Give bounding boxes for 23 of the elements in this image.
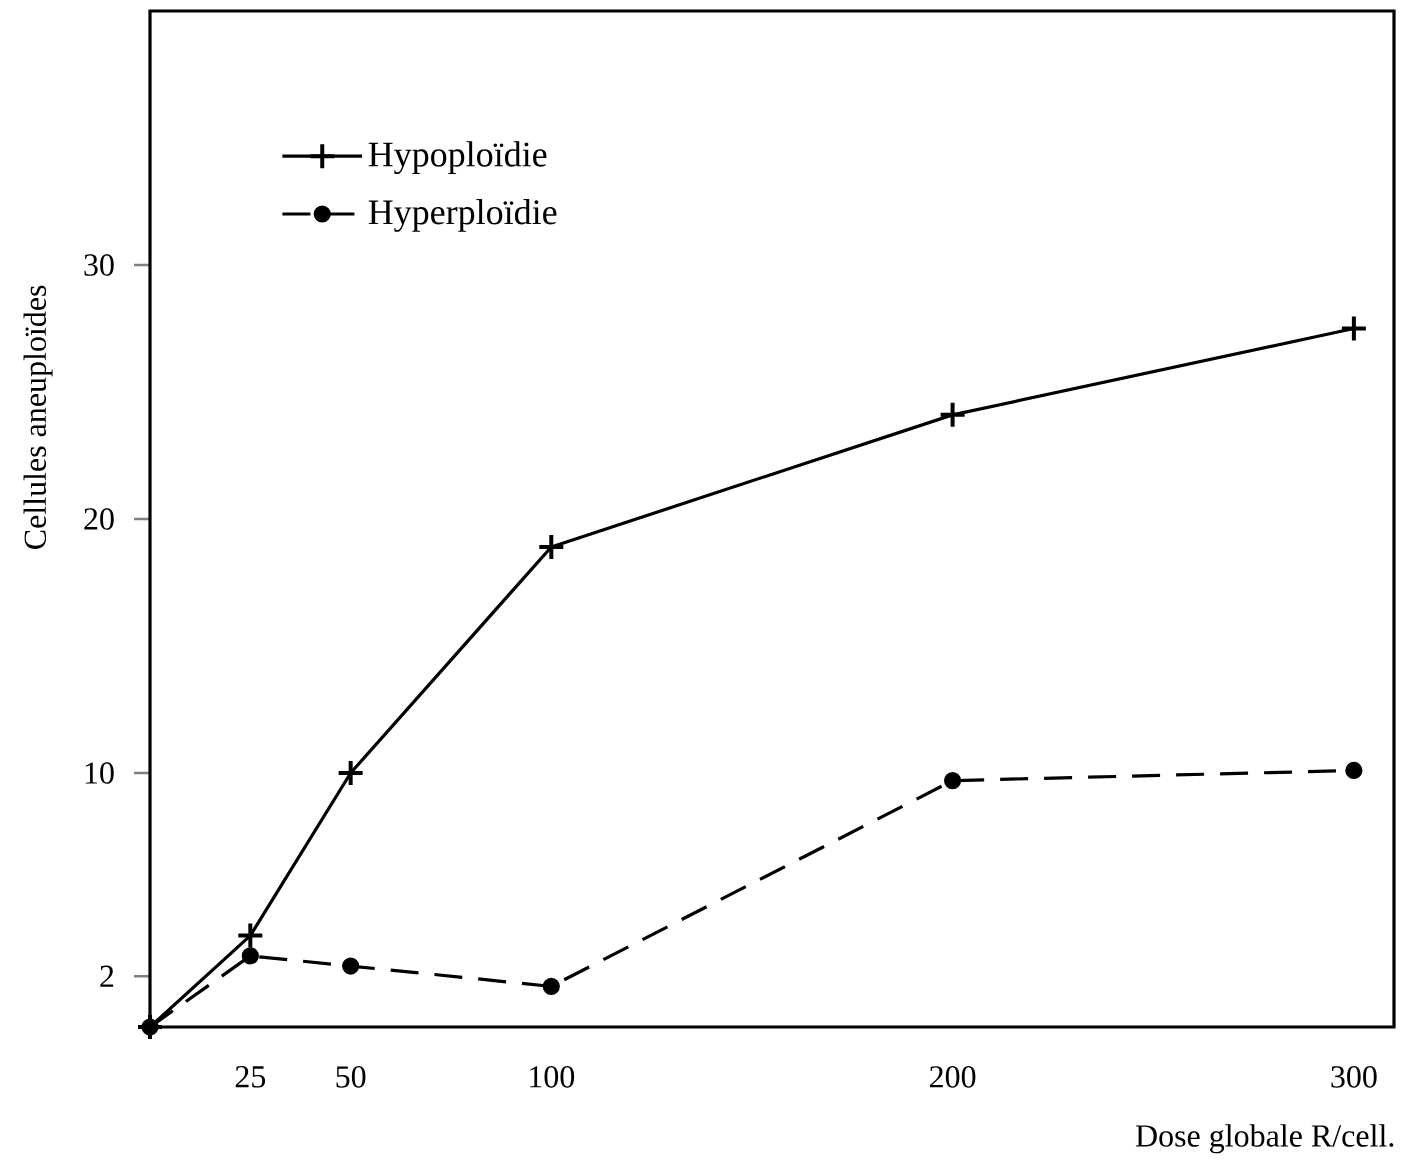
point	[338, 761, 363, 786]
x-tick-label: 100	[530, 1066, 575, 1088]
point	[539, 534, 564, 559]
point	[342, 957, 360, 975]
x-tick-label: 50	[336, 1066, 366, 1088]
y-tick-label: 2	[100, 965, 114, 987]
point	[241, 947, 259, 965]
y-axis-title: Cellules aneuploïdes	[23, 285, 53, 549]
x-tick-label: 200	[930, 1066, 976, 1088]
point	[943, 772, 962, 790]
y-tick-label: 30	[84, 254, 114, 276]
point	[542, 977, 560, 995]
legend-label: Hypoploïdie	[368, 141, 547, 175]
x-tick-label: 25	[235, 1066, 266, 1088]
legend-label: Hyperploïdie	[368, 199, 557, 232]
y-tick-label: 20	[84, 508, 114, 530]
x-tick-label: 300	[1331, 1066, 1377, 1088]
x-axis-title: Dose globale R/cell.	[1135, 1124, 1394, 1154]
y-tick-label: 10	[85, 762, 114, 784]
point	[1345, 761, 1363, 780]
point	[1341, 316, 1366, 341]
point	[238, 923, 263, 948]
point	[940, 402, 965, 427]
